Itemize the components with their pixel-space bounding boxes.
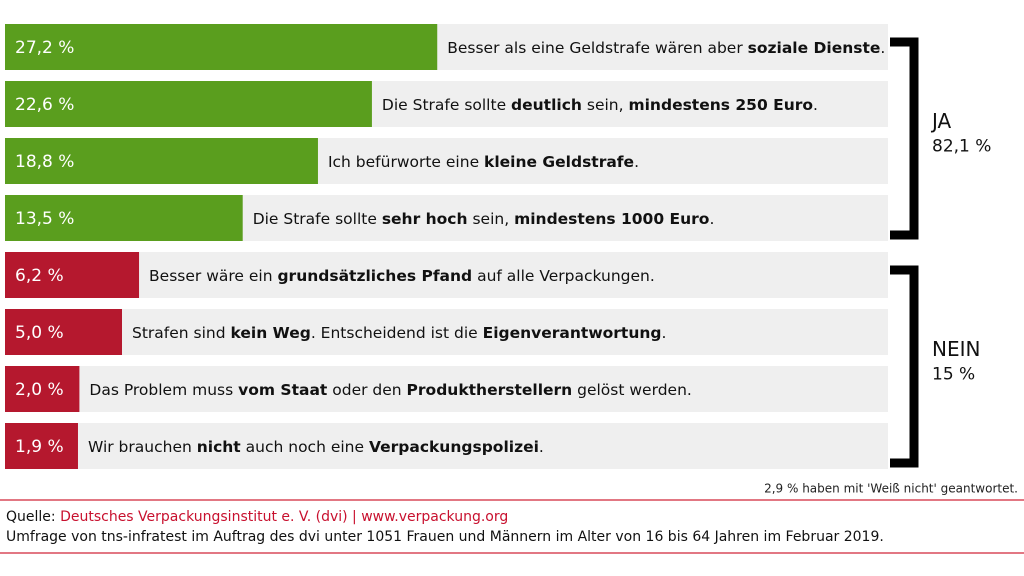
value-label: 22,6 % — [15, 95, 74, 115]
category-segment: vom Staat — [238, 381, 328, 399]
category-segment: Strafen sind — [132, 324, 231, 342]
source: Deutsches Verpackungsinstitut e. V. (dvi… — [60, 509, 508, 525]
category-segment: Verpackungspolizei — [369, 438, 539, 456]
group-total: 15 % — [932, 365, 975, 385]
bracket — [890, 265, 919, 468]
category-segment: soziale Dienste — [748, 39, 881, 57]
category-segment: . — [813, 96, 818, 114]
category-label: Das Problem muss vom Staat oder den Prod… — [89, 381, 691, 399]
bar — [5, 195, 243, 241]
category-segment: deutlich — [511, 96, 582, 114]
category-segment: . Entscheidend ist die — [311, 324, 483, 342]
note: 2,9 % haben mit 'Weiß nicht' geantwortet… — [764, 482, 1018, 496]
category-segment: Produktherstellern — [407, 381, 573, 399]
category-segment: . — [880, 39, 885, 57]
category-segment: Ich befürworte eine — [328, 153, 484, 171]
category-segment: Wir brauchen — [88, 438, 197, 456]
category-segment: sehr hoch — [382, 210, 468, 228]
row-background — [5, 309, 888, 355]
category-segment: Besser als eine Geldstrafe wären aber — [447, 39, 747, 57]
category-segment: Das Problem muss — [89, 381, 238, 399]
category-segment: mindestens 250 Euro — [628, 96, 813, 114]
category-label: Ich befürworte eine kleine Geldstrafe. — [328, 153, 639, 171]
category-segment: . — [662, 324, 667, 342]
group-name: NEIN — [932, 337, 980, 361]
bar — [5, 366, 80, 412]
value-label: 13,5 % — [15, 209, 74, 229]
source-prefix: Quelle: — [6, 509, 56, 525]
value-label: 5,0 % — [15, 323, 64, 343]
value-label: 1,9 % — [15, 437, 64, 457]
category-segment: grundsätzliches Pfand — [277, 267, 472, 285]
category-segment: Eigenverantwortung — [483, 324, 662, 342]
survey: Umfrage von tns-infratest im Auftrag des… — [6, 529, 884, 545]
value-label: 6,2 % — [15, 266, 64, 286]
category-segment: gelöst werden. — [572, 381, 692, 399]
category-segment: . — [709, 210, 714, 228]
category-segment: Die Strafe sollte — [382, 96, 511, 114]
row-background — [5, 366, 888, 412]
category-label: Die Strafe sollte deutlich sein, mindest… — [382, 96, 818, 114]
category-segment: auf alle Verpackungen. — [472, 267, 655, 285]
row-background — [5, 252, 888, 298]
category-segment: mindestens 1000 Euro — [514, 210, 709, 228]
category-label: Strafen sind kein Weg. Entscheidend ist … — [132, 324, 666, 342]
bar — [5, 24, 438, 70]
bar — [5, 81, 372, 127]
category-label: Besser wäre ein grundsätzliches Pfand au… — [149, 267, 655, 285]
group-total: 82,1 % — [932, 137, 991, 157]
source-line: Quelle: Deutsches Verpackungsinstitut e.… — [6, 509, 508, 525]
category-segment: auch noch eine — [241, 438, 369, 456]
category-segment: kein Weg — [231, 324, 311, 342]
bracket — [890, 37, 919, 240]
category-segment: nicht — [197, 438, 242, 456]
bar — [5, 252, 140, 298]
bar — [5, 423, 78, 469]
category-label: Die Strafe sollte sehr hoch sein, mindes… — [253, 210, 715, 228]
value-label: 2,0 % — [15, 380, 64, 400]
category-segment: Besser wäre ein — [149, 267, 277, 285]
value-label: 18,8 % — [15, 152, 74, 172]
category-label: Besser als eine Geldstrafe wären aber so… — [447, 39, 885, 57]
category-segment: sein, — [582, 96, 629, 114]
group-name: JA — [930, 109, 952, 133]
category-segment: kleine Geldstrafe — [484, 153, 634, 171]
category-segment: . — [634, 153, 639, 171]
category-segment: oder den — [327, 381, 406, 399]
category-segment: sein, — [468, 210, 515, 228]
bar — [5, 309, 122, 355]
category-segment: Die Strafe sollte — [253, 210, 382, 228]
category-label: Wir brauchen nicht auch noch eine Verpac… — [88, 438, 544, 456]
row-background — [5, 423, 888, 469]
bar — [5, 138, 318, 184]
value-label: 27,2 % — [15, 38, 74, 58]
category-segment: . — [539, 438, 544, 456]
